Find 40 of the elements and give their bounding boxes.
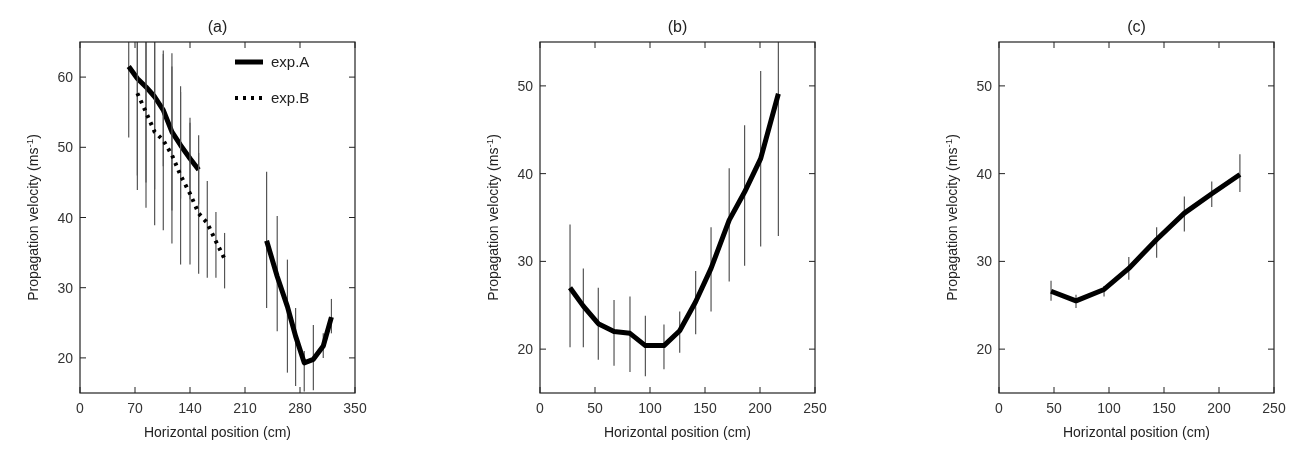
x-tick-label: 50 [1046, 400, 1062, 416]
x-tick-label: 140 [178, 400, 202, 416]
x-tick-label: 280 [288, 400, 312, 416]
x-axis-title: Horizontal position (cm) [603, 424, 752, 440]
x-tick-label: 350 [343, 400, 367, 416]
y-tick-label: 40 [57, 209, 74, 226]
y-tick-label: 30 [976, 253, 993, 270]
y-tick-label: 40 [976, 165, 993, 182]
x-tick-label: 0 [76, 400, 85, 416]
legend-label: exp.A [271, 53, 310, 70]
x-tick-label: 250 [1262, 400, 1286, 416]
x-tick-label: 210 [233, 400, 257, 416]
y-tick-label: 50 [517, 77, 534, 94]
x-axis-title: Horizontal position (cm) [1062, 424, 1211, 440]
y-tick-label: 30 [57, 279, 74, 296]
x-tick-label: 0 [995, 400, 1004, 416]
y-tick-label: 20 [517, 341, 534, 358]
x-tick-label: 250 [803, 400, 827, 416]
y-tick-label: 40 [517, 165, 534, 182]
legend-label: exp.B [271, 89, 310, 106]
x-tick-label: 50 [587, 400, 603, 416]
chart-title: (c) [1127, 18, 1146, 35]
x-tick-label: 200 [748, 400, 772, 416]
x-tick-label: 150 [693, 400, 717, 416]
x-tick-label: 200 [1207, 400, 1231, 416]
x-tick-label: 100 [638, 400, 662, 416]
chart-title: (a) [207, 18, 228, 35]
x-axis-title: Horizontal position (cm) [143, 424, 292, 440]
x-tick-label: 150 [1152, 400, 1176, 416]
line-series [135, 91, 227, 261]
y-tick-label: 50 [976, 77, 993, 94]
y-tick-label: 50 [57, 139, 74, 156]
chart-title: (b) [667, 18, 688, 35]
x-tick-label: 100 [1097, 400, 1121, 416]
y-tick-label: 20 [57, 349, 74, 366]
y-tick-label: 20 [976, 341, 993, 358]
y-tick-label: 30 [517, 253, 534, 270]
y-tick-label: 60 [57, 69, 74, 86]
x-tick-label: 70 [127, 400, 143, 416]
x-tick-label: 0 [536, 400, 545, 416]
